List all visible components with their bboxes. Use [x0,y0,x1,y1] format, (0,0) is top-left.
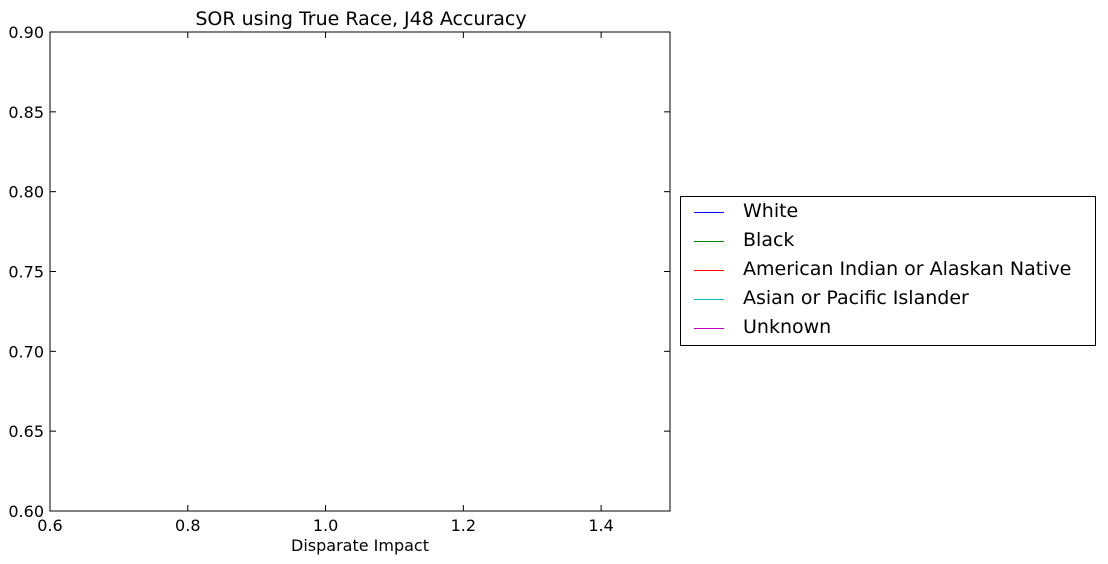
y-tick-label: 0.90 [8,23,44,42]
x-tick-label: 0.6 [37,516,62,535]
y-tick-label: 0.70 [8,342,44,361]
legend-label: Black [743,229,795,251]
legend-swatch [694,270,724,271]
x-axis: 0.6 0.8 1.0 1.2 1.4 [37,32,614,535]
legend-swatch [694,241,724,242]
legend-item: Asian or Pacific Islander [681,285,1095,314]
legend-label: Unknown [743,316,832,338]
y-tick-label: 0.60 [8,502,44,521]
legend-item: Black [681,227,1095,256]
y-tick-label: 0.75 [8,263,44,282]
y-tick-label: 0.85 [8,103,44,122]
legend-swatch [694,299,724,300]
legend-label: Asian or Pacific Islander [743,287,969,309]
legend-label: American Indian or Alaskan Native [743,258,1072,280]
x-axis-label: Disparate Impact [291,536,429,555]
x-tick-label: 1.2 [451,516,476,535]
legend-item: White [681,198,1095,227]
chart-title: SOR using True Race, J48 Accuracy [195,8,526,30]
y-axis: 0.60 0.65 0.70 0.75 0.80 0.85 0.90 [8,23,670,521]
x-tick-label: 0.8 [175,516,200,535]
x-tick-label: 1.4 [588,516,613,535]
legend-item: Unknown [681,314,1095,343]
x-tick-label: 1.0 [313,516,338,535]
plot-area [49,31,671,512]
y-tick-label: 0.65 [8,422,44,441]
legend-swatch [694,212,724,213]
legend-item: American Indian or Alaskan Native [681,256,1095,285]
y-tick-label: 0.80 [8,183,44,202]
legend-label: White [743,200,799,222]
legend-swatch [694,328,724,329]
legend: White Black American Indian or Alaskan Nat… [680,196,1096,346]
